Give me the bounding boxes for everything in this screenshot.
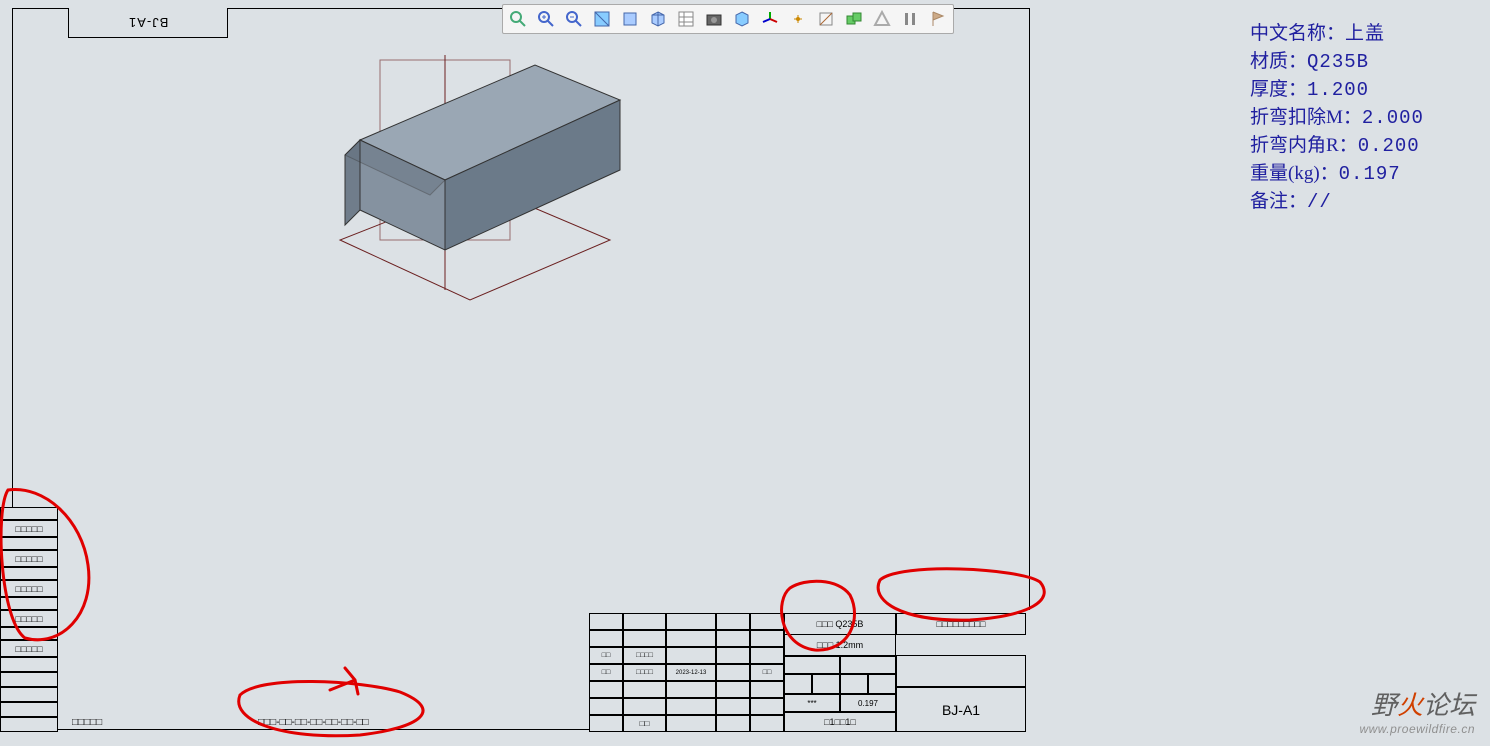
- pause-icon[interactable]: [897, 6, 923, 32]
- axes-icon[interactable]: [757, 6, 783, 32]
- scale-cell: □1□□1□: [784, 712, 896, 732]
- snapshot-icon[interactable]: [701, 6, 727, 32]
- watermark-url: www.proewildfire.cn: [1359, 722, 1475, 736]
- datum-icon[interactable]: [813, 6, 839, 32]
- prop-material: 材质：Q235B: [1250, 48, 1460, 76]
- flag-icon[interactable]: [925, 6, 951, 32]
- bottom-left-boxes: □□□□□: [72, 717, 102, 728]
- watermark-logo: 野火论坛: [1359, 685, 1475, 722]
- prop-note: 备注：//: [1250, 188, 1460, 216]
- point-icon[interactable]: [785, 6, 811, 32]
- thickness-cell: □□□ 1.2mm: [784, 634, 896, 656]
- drawing-viewport: BJ-A1 □□□□□□□□□ □□□ Q235B: [0, 0, 1040, 740]
- top-title-block: BJ-A1: [68, 8, 228, 38]
- prop-name: 中文名称：上盖: [1250, 20, 1460, 48]
- warning-icon[interactable]: [869, 6, 895, 32]
- date-cell: 2023-12-13: [666, 664, 716, 681]
- view-cube-icon[interactable]: [645, 6, 671, 32]
- spreadsheet-icon[interactable]: [673, 6, 699, 32]
- weight-cell: 0.197: [840, 694, 896, 712]
- zoom-fit-icon[interactable]: [505, 6, 531, 32]
- company-boxes: □□□□□□□□□: [937, 619, 986, 629]
- prop-bend-radius: 折弯内角R：0.200: [1250, 132, 1460, 160]
- prop-thickness: 厚度：1.200: [1250, 76, 1460, 104]
- component-icon[interactable]: [841, 6, 867, 32]
- zoom-out-icon[interactable]: [561, 6, 587, 32]
- file-path-label: □□□-□□-□□-□□-□□-□□-□□: [258, 717, 369, 728]
- 3d-box-icon[interactable]: [729, 6, 755, 32]
- material-cell: □□□ Q235B: [784, 613, 896, 635]
- prop-bend-ded: 折弯扣除M：2.000: [1250, 104, 1460, 132]
- shading-icon[interactable]: [617, 6, 643, 32]
- top-title-label: BJ-A1: [128, 15, 168, 30]
- prop-weight: 重量(kg)：0.197: [1250, 160, 1460, 188]
- zoom-in-icon[interactable]: [533, 6, 559, 32]
- view-toolbar: [502, 4, 954, 34]
- properties-panel: 中文名称：上盖 材质：Q235B 厚度：1.200 折弯扣除M：2.000 折弯…: [1250, 20, 1460, 216]
- part-number-cell: BJ-A1: [896, 687, 1026, 732]
- refit-icon[interactable]: [589, 6, 615, 32]
- 3d-model[interactable]: [330, 45, 650, 275]
- watermark: 野火论坛 www.proewildfire.cn: [1359, 685, 1475, 736]
- company-name-cell: □□□□□□□□□: [896, 613, 1026, 635]
